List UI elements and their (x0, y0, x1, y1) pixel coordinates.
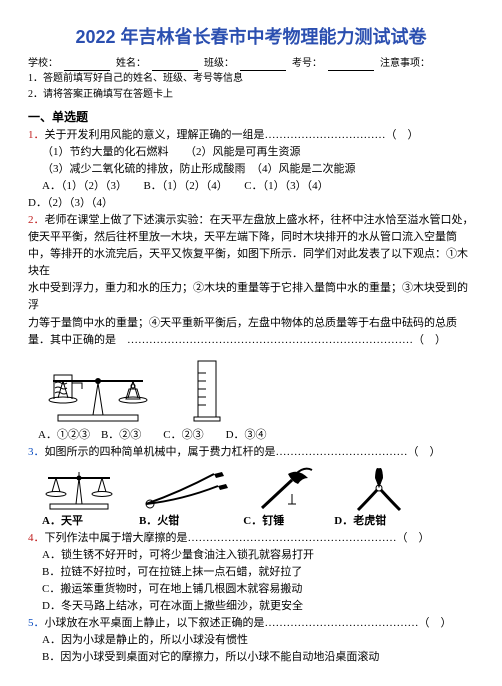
blank-school (64, 56, 110, 72)
q2-stem-l6-text: 量．其中正确的是 (28, 334, 127, 346)
label-notice: 注意事项： (380, 56, 430, 72)
q5-dots: ……………………………………（ ） (265, 617, 452, 629)
blank-examno (328, 56, 374, 72)
q2-stem-l1: 老师在课堂上做了下述演示实验：在天平左盘放上盛水杯，往杯中注水恰至溢水管口处， (45, 214, 474, 226)
q3-cap-d: D．老虎钳 (334, 513, 386, 530)
q4-number: 4． (28, 532, 45, 544)
q3-number: 3． (28, 446, 45, 458)
q4-opt-b: B．拉链不好拉时，可在拉链上抹一点石蜡，就好拉了 (42, 564, 474, 581)
claw-hammer-icon (252, 464, 322, 512)
q4: 4．下列作法中属于增大摩擦的是…………………………………………………（ ） (28, 530, 474, 547)
label-school: 学校： (28, 56, 58, 72)
label-name: 姓名： (116, 56, 146, 72)
q3-cap-c-text: C．钉锤 (243, 515, 284, 527)
q3: 3．如图所示的四种简单机械中，属于费力杠杆的是………………………………（ ） (28, 444, 474, 461)
label-examno: 考号： (292, 56, 322, 72)
q3-stem: 如图所示的四种简单机械中，属于费力杠杆的是 (45, 446, 276, 458)
q3-cap-a-text: A．天平 (42, 515, 83, 527)
q5-opt-a: A．因为小球是静止的，所以小球没有惯性 (42, 632, 474, 649)
q4-stem: 下列作法中属于增大摩擦的是 (45, 532, 188, 544)
q2-number: 2． (28, 214, 45, 226)
q1-number: 1． (28, 129, 45, 141)
q2-answers: A．①②③ B．②③ C．②③ D．③④ (38, 427, 474, 444)
q3-cap-d-text: D．老虎钳 (334, 515, 386, 527)
q1-line-2: （3）减少二氧化硫的排放，防止形成酸雨 （4）风能是二次能源 (42, 161, 474, 178)
q2: 2．老师在课堂上做了下述演示实验：在天平左盘放上盛水杯，往杯中注水恰至溢水管口处… (28, 212, 474, 229)
q3-dots: ………………………………（ ） (276, 446, 441, 458)
q5-number: 5． (28, 617, 45, 629)
q2-stem-l3: 中，等排开的水流完后，天平又恢复平衡，如图下所示．同学们对此发表了以下观点：①木… (28, 246, 474, 280)
q2-stem-l6: 量．其中正确的是 ……………………………………………………………………（ ） (28, 332, 474, 349)
q3-cap-b-text: B．火钳 (139, 515, 179, 527)
q3-cap-b: B．火钳 (139, 513, 179, 530)
q4-opt-d: D．冬天马路上结冰，可在冰面上撒些细沙，就更安全 (42, 598, 474, 615)
q5-stem: 小球放在水平桌面上静止，以下叙述正确的是 (45, 617, 265, 629)
q2-stem-l2: 使天平平衡，然后往杯里放一木块，天平左端下降，同时木块排开的水从管口流入空量筒 (28, 229, 474, 246)
instruction-1: 1．答题前填写好自己的姓名、班级、考号等信息 (28, 71, 474, 87)
label-class: 班级： (204, 56, 234, 72)
blank-name (152, 56, 198, 72)
page: 2022 年吉林省长春市中考物理能力测试试卷 学校： 姓名： 班级： 考号： 注… (0, 0, 502, 686)
blank-class (240, 56, 286, 72)
section-1-title: 一、单选题 (28, 108, 474, 127)
q5-opt-b: B．因为小球受到桌面对它的摩擦力，所以小球不能自动地沿桌面滚动 (42, 649, 474, 666)
q3-figure-row (40, 464, 474, 512)
q4-opt-a: A．锁生锈不好开时，可将少量食油注入锁孔就容易打开 (42, 547, 474, 564)
q2-dots: ……………………………………………………………………（ ） (127, 334, 446, 346)
meta-row: 学校： 姓名： 班级： 考号： 注意事项： (28, 56, 474, 72)
fire-tongs-icon (140, 464, 230, 512)
q4-dots: …………………………………………………（ ） (188, 532, 430, 544)
q1-opts-2: D．（2）（3）（4） (28, 195, 474, 212)
q2-stem-l4: 水中受到浮力，重力和水的压力；②木块的重量等于它排入量筒中水的重量；③木块受到的… (28, 280, 474, 314)
q1-opts: A．（1）（2）（3） B．（1）（2）（4） C．（1）（3）（4） (42, 178, 474, 195)
q1-stem: 关于开发利用风能的意义，理解正确的一组是 (45, 129, 265, 141)
q3-captions: A．天平 B．火钳 C．钉锤 D．老虎钳 (42, 513, 474, 530)
balance-scale-icon (38, 353, 168, 425)
instruction-2: 2．请将答案正确填写在答题卡上 (28, 87, 474, 103)
page-title: 2022 年吉林省长春市中考物理能力测试试卷 (28, 24, 474, 52)
q2-figure-row (38, 353, 474, 425)
pliers-icon (344, 464, 414, 512)
q2-stem-l5: 力等于量筒中水的重量；④天平重新平衡后，左盘中物体的总质量等于右盘中砝码的总质 (28, 315, 474, 332)
q1: 1．关于开发利用风能的意义，理解正确的一组是……………………………（ ） (28, 127, 474, 144)
q3-cap-a: A．天平 (42, 513, 83, 530)
graduated-cylinder-icon (186, 353, 230, 425)
q1-line-1: （1）节约大量的化石燃料 （2）风能是可再生资源 (42, 144, 474, 161)
q1-dots: ……………………………（ ） (265, 129, 419, 141)
q4-opt-c: C．搬运笨重货物时，可在地上铺几根圆木就容易搬动 (42, 581, 474, 598)
q5: 5．小球放在水平桌面上静止，以下叙述正确的是……………………………………（ ） (28, 615, 474, 632)
q3-cap-c: C．钉锤 (243, 513, 284, 530)
balance-icon (40, 464, 118, 512)
